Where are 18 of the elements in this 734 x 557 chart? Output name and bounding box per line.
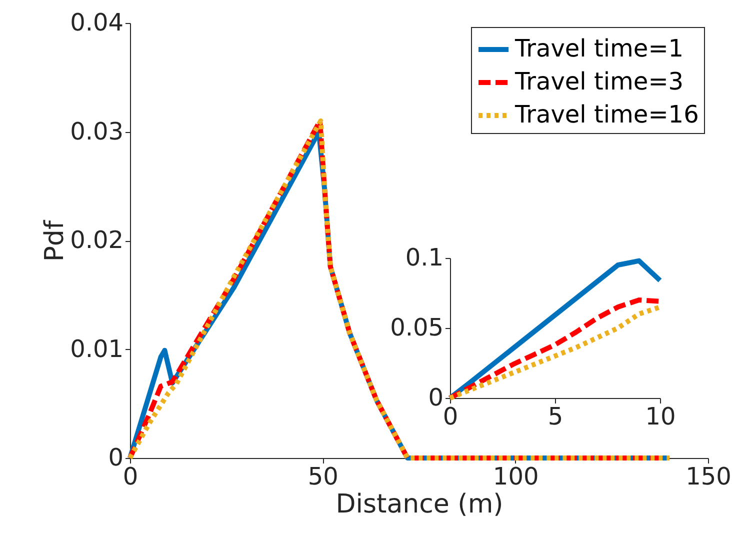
y-tick-label: 0 (108, 444, 124, 472)
legend-label: Travel time=16 (514, 100, 699, 128)
legend-label: Travel time=3 (514, 68, 684, 96)
legend-label: Travel time=1 (514, 34, 684, 62)
y-tick-label: 0.01 (70, 334, 124, 363)
x-tick-label: 5 (548, 402, 564, 430)
x-tick-label: 150 (686, 462, 732, 490)
x-tick-label: 100 (492, 462, 539, 490)
y-tick-label: 0 (428, 384, 444, 412)
x-tick-label: 50 (308, 462, 338, 490)
y-axis-title: Pdf (40, 219, 70, 262)
y-tick-label: 0.03 (70, 117, 124, 146)
x-axis-title: Distance (m) (336, 490, 504, 520)
y-tick-label: 0.02 (70, 226, 124, 254)
y-tick-label: 0.04 (70, 8, 124, 36)
y-tick-label: 0.05 (390, 314, 444, 342)
x-tick-label: 10 (645, 402, 676, 430)
y-tick-label: 0.1 (405, 244, 444, 272)
